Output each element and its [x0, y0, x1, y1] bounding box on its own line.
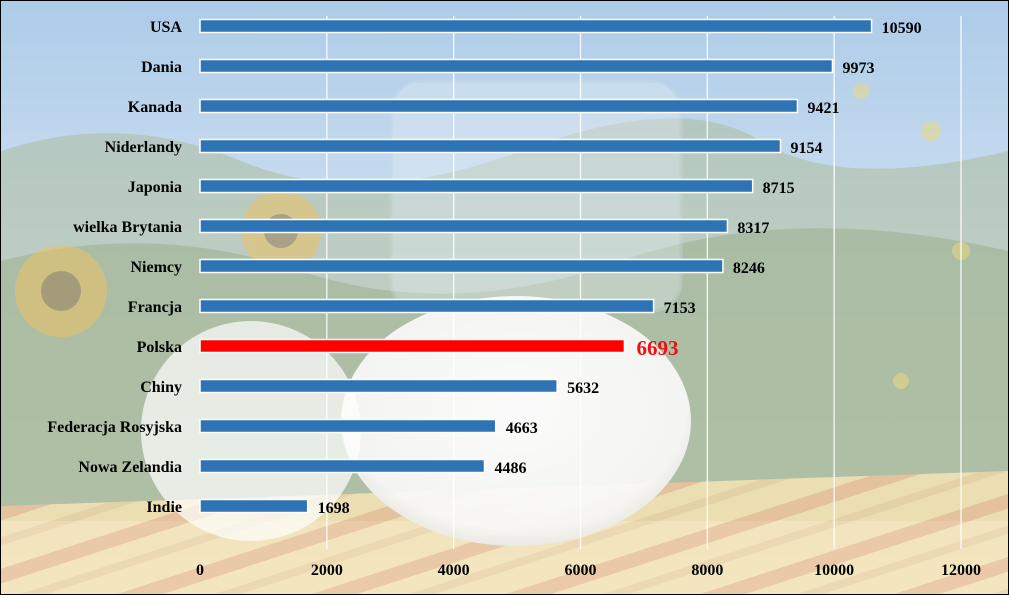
value-label: 4486 [494, 460, 526, 477]
bar-kanada [199, 98, 799, 114]
value-label: 8715 [763, 180, 795, 197]
x-tick-label: 12000 [941, 562, 981, 579]
value-label: 10590 [882, 20, 922, 37]
x-tick-label: 0 [196, 562, 204, 579]
category-label: Japonia [128, 179, 182, 196]
category-label: Dania [141, 59, 182, 76]
category-label: Chiny [140, 379, 182, 396]
value-label: 6693 [636, 336, 678, 360]
category-label: Nowa Zelandia [78, 459, 182, 476]
bar-japonia [199, 178, 754, 194]
value-label: 5632 [567, 380, 599, 397]
value-label: 7153 [664, 300, 696, 317]
bar-nowa-zelandia [199, 458, 486, 474]
category-label: Indie [146, 499, 182, 516]
bar-polska [199, 338, 626, 354]
value-label: 9421 [807, 100, 839, 117]
value-label: 8317 [737, 220, 769, 237]
x-tick-label: 2000 [311, 562, 343, 579]
value-label: 1698 [318, 500, 350, 517]
bar-usa [199, 18, 873, 34]
category-label: Niemcy [130, 259, 182, 276]
value-label: 9973 [842, 60, 874, 77]
category-label: Polska [137, 339, 182, 356]
bar-wielka-brytania [199, 218, 729, 234]
bar-indie [199, 498, 309, 514]
labels: USA 10590 Dania 9973 Kanada 9421 Niderlandy 915… [47, 19, 981, 579]
category-label: Francja [128, 299, 182, 316]
bar-francja [199, 298, 655, 314]
x-tick-label: 4000 [438, 562, 470, 579]
bars [199, 18, 873, 514]
category-label: USA [150, 19, 182, 36]
x-tick-label: 10000 [814, 562, 854, 579]
bar-dania [199, 58, 834, 74]
x-tick-label: 6000 [565, 562, 597, 579]
bar-niderlandy [199, 138, 782, 154]
value-label: 8246 [733, 260, 765, 277]
value-label: 9154 [791, 140, 823, 157]
category-label: Niderlandy [105, 139, 182, 156]
bar-chiny [199, 378, 558, 394]
x-tick-label: 8000 [691, 562, 723, 579]
category-label: Kanada [128, 99, 182, 116]
value-label: 4663 [506, 420, 538, 437]
category-label: Federacja Rosyjska [47, 419, 182, 436]
bar-federacja-rosyjska [199, 418, 497, 434]
bar-niemcy [199, 258, 724, 274]
category-label: wielka Brytania [73, 219, 182, 236]
